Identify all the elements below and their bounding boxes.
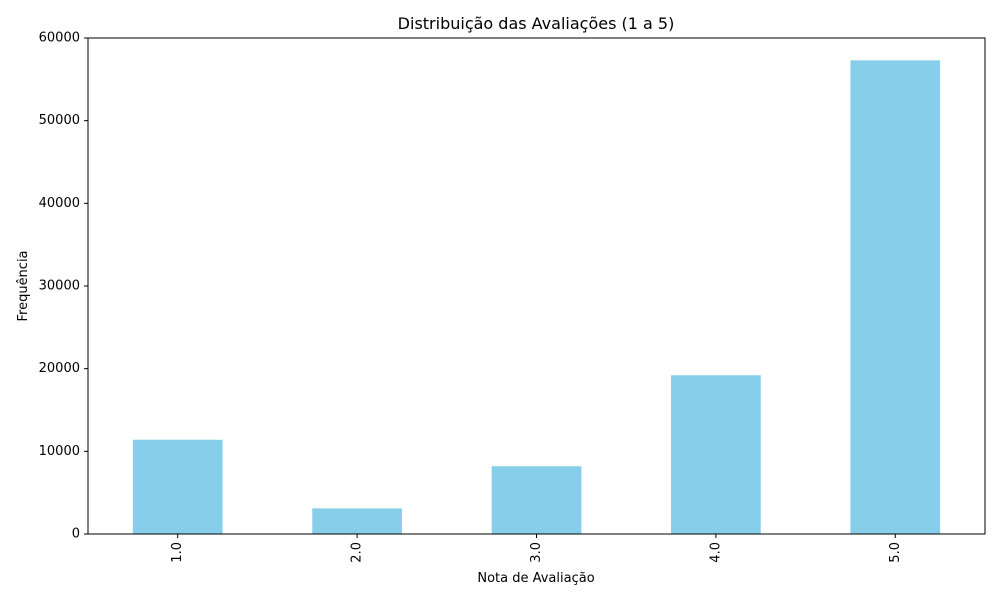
bar-4.0 bbox=[671, 375, 761, 534]
x-tick-label: 3.0 bbox=[529, 542, 544, 563]
y-tick-label: 30000 bbox=[39, 279, 80, 294]
y-tick-label: 20000 bbox=[39, 361, 80, 376]
x-tick-label: 4.0 bbox=[708, 542, 723, 563]
y-axis: 0 10000 20000 30000 40000 50000 60000 bbox=[39, 31, 88, 542]
bar-5.0 bbox=[850, 60, 941, 534]
y-tick-label: 60000 bbox=[39, 31, 80, 46]
y-axis-label: Frequência bbox=[16, 250, 31, 321]
x-tick-label: 2.0 bbox=[350, 542, 365, 563]
y-tick-label: 40000 bbox=[39, 196, 80, 211]
y-tick-label: 50000 bbox=[39, 113, 80, 128]
y-tick-label: 10000 bbox=[39, 444, 80, 459]
x-axis-label: Nota de Avaliação bbox=[477, 571, 594, 586]
bars-layer bbox=[132, 60, 941, 534]
bar-2.0 bbox=[312, 508, 402, 534]
bar-3.0 bbox=[491, 466, 582, 534]
x-tick-label: 1.0 bbox=[170, 542, 185, 563]
bar-1.0 bbox=[132, 439, 223, 534]
x-tick-label: 5.0 bbox=[888, 542, 903, 563]
chart-title: Distribuição das Avaliações (1 a 5) bbox=[398, 14, 675, 33]
y-tick-label: 0 bbox=[72, 527, 80, 542]
x-axis: 1.0 2.0 3.0 4.0 5.0 bbox=[170, 534, 903, 563]
